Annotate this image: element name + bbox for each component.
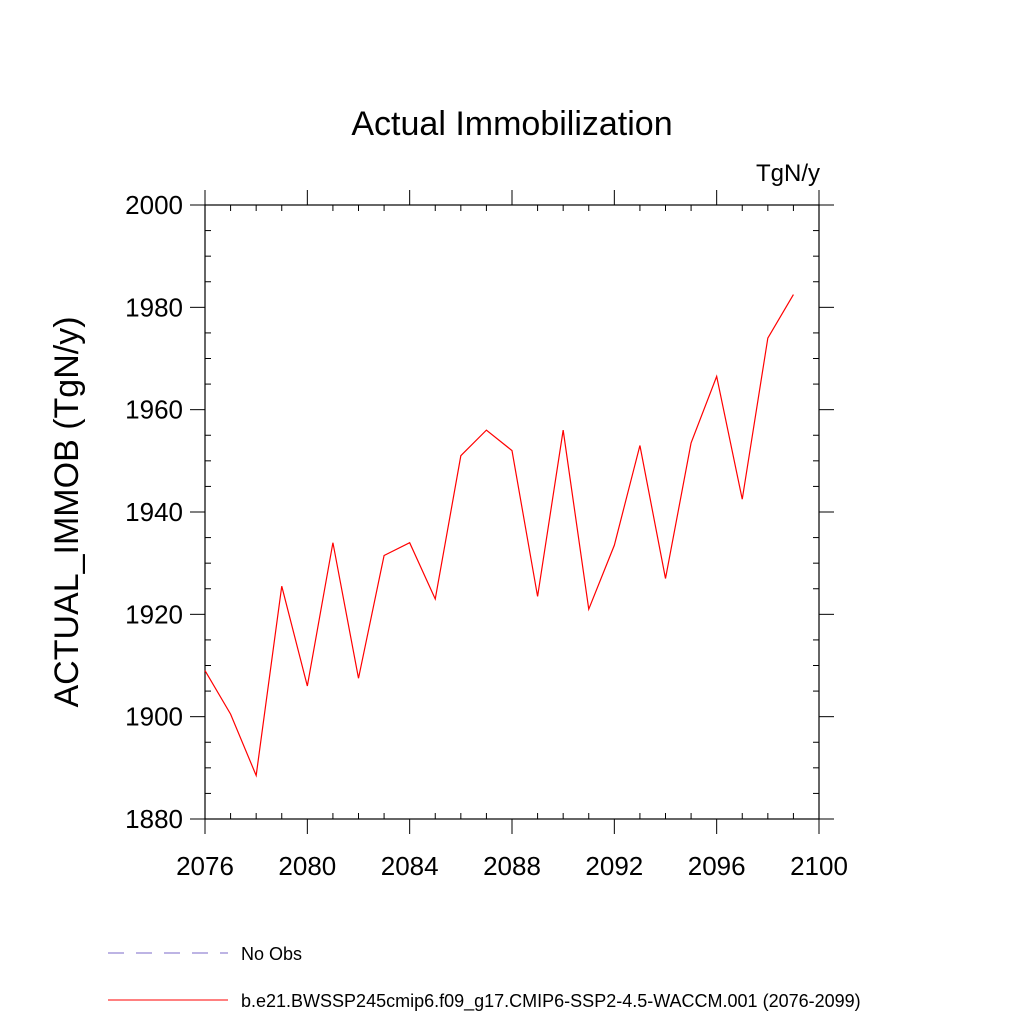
minor-ticks [205, 205, 819, 819]
x-tick-label: 2076 [176, 851, 234, 881]
y-tick-label: 1940 [125, 497, 183, 527]
y-tick-labels: 1880 1900 1920 1940 1960 1980 2000 [125, 190, 183, 834]
x-tick-label: 2096 [688, 851, 746, 881]
legend: No Obs b.e21.BWSSP245cmip6.f09_g17.CMIP6… [108, 944, 861, 1012]
major-ticks [190, 190, 834, 834]
y-tick-label: 1960 [125, 395, 183, 425]
x-tick-labels: 2076 2080 2084 2088 2092 2096 2100 [176, 851, 848, 881]
x-tick-label: 2092 [585, 851, 643, 881]
x-tick-label: 2088 [483, 851, 541, 881]
y-axis-label: ACTUAL_IMMOB (TgN/y) [48, 316, 86, 707]
legend-label-no-obs: No Obs [241, 944, 302, 964]
x-tick-label: 2080 [278, 851, 336, 881]
x-tick-label: 2100 [790, 851, 848, 881]
series-line [204, 294, 794, 778]
legend-label-model: b.e21.BWSSP245cmip6.f09_g17.CMIP6-SSP2-4… [241, 991, 861, 1012]
x-tick-label: 2084 [381, 851, 439, 881]
units-label: TgN/y [756, 160, 820, 187]
chart-title: Actual Immobilization [351, 105, 672, 143]
y-tick-label: 1900 [125, 702, 183, 732]
y-tick-label: 1920 [125, 599, 183, 629]
y-tick-label: 1980 [125, 292, 183, 322]
plot-frame [204, 204, 820, 820]
y-tick-label: 2000 [125, 190, 183, 220]
y-tick-label: 1880 [125, 804, 183, 834]
